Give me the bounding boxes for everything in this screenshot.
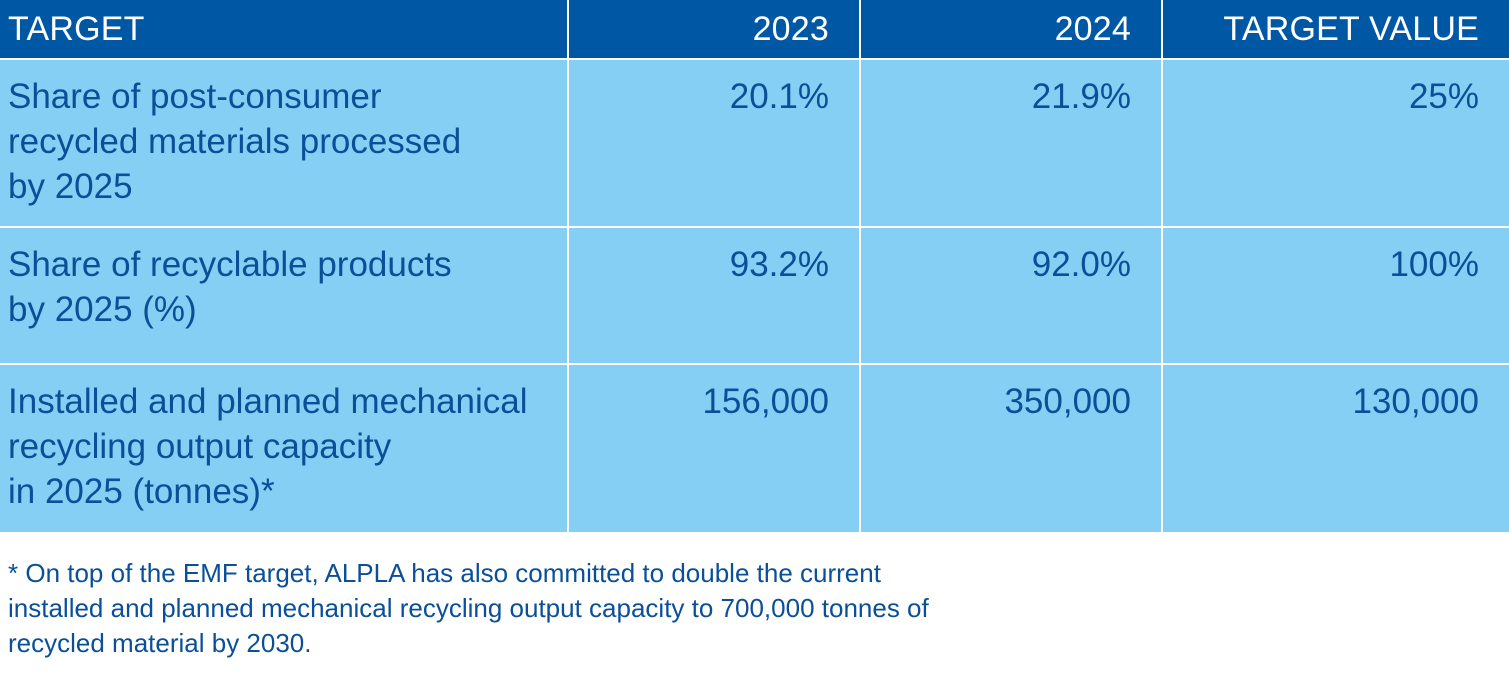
value-2023: 156,000: [568, 363, 861, 532]
target-label-line: by 2025 (%): [8, 290, 197, 329]
footnote-line: installed and planned mechanical recycli…: [8, 593, 929, 623]
value-2024: 92.0%: [860, 226, 1163, 364]
table-row: Share of recyclable products by 2025 (%)…: [0, 226, 1509, 364]
table-row: Share of post-consumer recycled material…: [0, 58, 1509, 227]
target-label-line: in 2025 (tonnes)*: [8, 472, 275, 511]
target-value: 100%: [1162, 226, 1509, 364]
target-label-line: Share of recyclable products: [8, 245, 452, 284]
target-label-cell: Installed and planned mechanical recycli…: [0, 363, 569, 532]
footnote-line: recycled material by 2030.: [8, 628, 312, 658]
value-2024: 21.9%: [860, 58, 1163, 227]
value-2023: 20.1%: [568, 58, 861, 227]
target-label-line: by 2025: [8, 167, 133, 206]
header-target: TARGET: [0, 0, 569, 59]
table-header-row: TARGET 2023 2024 TARGET VALUE: [0, 0, 1509, 59]
value-2024: 350,000: [860, 363, 1163, 532]
target-value: 130,000: [1162, 363, 1509, 532]
target-label-line: recycling output capacity: [8, 427, 392, 466]
target-label-line: Share of post-consumer: [8, 77, 382, 116]
header-2024: 2024: [860, 0, 1163, 59]
target-label-cell: Share of recyclable products by 2025 (%): [0, 226, 569, 364]
header-2023: 2023: [568, 0, 861, 59]
target-label-line: Installed and planned mechanical: [8, 382, 528, 421]
header-target-value: TARGET VALUE: [1162, 0, 1509, 59]
target-label-line: recycled materials processed: [8, 122, 462, 161]
value-2023: 93.2%: [568, 226, 861, 364]
target-value: 25%: [1162, 58, 1509, 227]
table-row: Installed and planned mechanical recycli…: [0, 363, 1509, 532]
footnote-line: * On top of the EMF target, ALPLA has al…: [8, 558, 881, 588]
target-label-cell: Share of post-consumer recycled material…: [0, 58, 569, 227]
footnote: * On top of the EMF target, ALPLA has al…: [8, 556, 929, 661]
recycling-targets-table: TARGET 2023 2024 TARGET VALUE Share of p…: [0, 0, 1509, 532]
